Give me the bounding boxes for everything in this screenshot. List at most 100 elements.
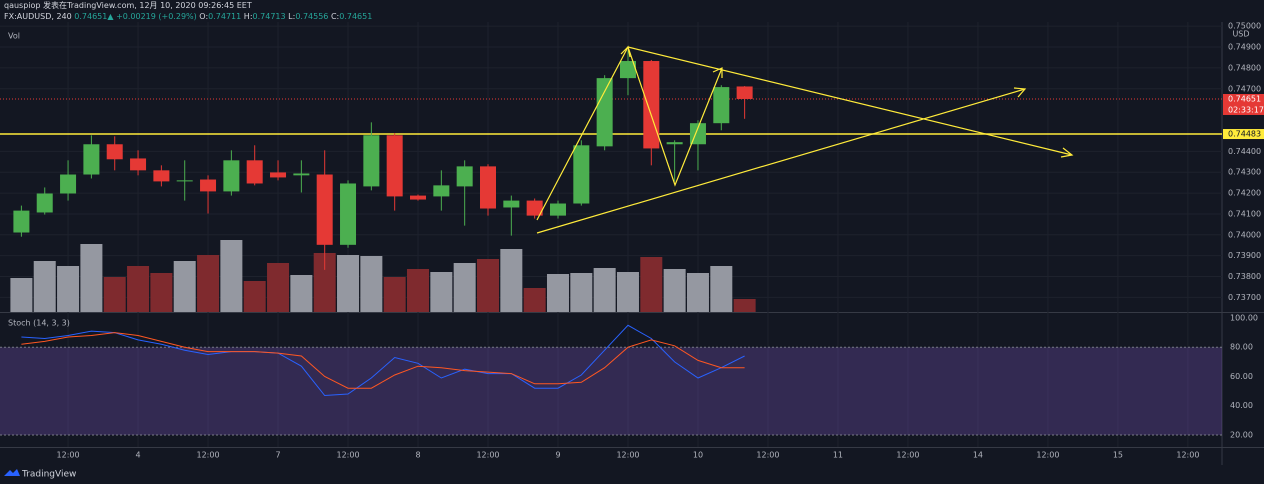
y-tick-label: 0.74000 <box>1228 230 1261 239</box>
candle-body <box>106 144 123 160</box>
volume-bar <box>57 266 80 312</box>
volume-bar <box>523 288 546 312</box>
candle-body <box>433 185 450 197</box>
candle-body <box>573 145 590 204</box>
volume-bar <box>407 269 430 312</box>
candle-body <box>503 200 520 208</box>
volume-bar <box>360 256 383 312</box>
x-tick-label: 12:00 <box>756 451 779 460</box>
volume-bar <box>616 272 639 312</box>
candle-body <box>83 144 100 175</box>
candle-body <box>340 183 357 245</box>
volume-bar <box>173 261 196 312</box>
volume-bar <box>127 266 150 312</box>
logo-text[interactable]: TradingView <box>21 470 76 480</box>
volume-bar <box>33 261 56 312</box>
trend-line <box>536 88 1026 234</box>
y-tick-label: 80.00 <box>1230 343 1253 352</box>
volume-bar <box>80 244 103 312</box>
candle-body <box>176 180 193 182</box>
volume-label: Vol <box>8 32 20 41</box>
candle-body <box>736 86 753 99</box>
last-price-label: 0.74651 <box>1228 94 1261 103</box>
hline-label: 0.74483 <box>1228 130 1261 139</box>
volume-bar <box>103 277 126 312</box>
volume-bar <box>570 273 593 312</box>
candle-body <box>666 142 683 145</box>
y-tick-label: 40.00 <box>1230 401 1253 410</box>
volume-bar <box>267 263 290 312</box>
x-tick-label: 7 <box>275 451 280 460</box>
author: qauspiop 发表在TradingView.com, 12月 10, 202… <box>4 1 252 10</box>
band <box>0 347 1222 436</box>
candle-body <box>60 174 77 194</box>
x-tick-label: 9 <box>555 451 560 460</box>
arrow: ▲ <box>107 12 114 21</box>
arrow-head <box>1060 147 1074 158</box>
last-price-box <box>1223 93 1264 115</box>
candle-body <box>246 160 263 184</box>
volume-bar <box>220 240 243 312</box>
volume-bar <box>290 275 313 312</box>
y-tick-label: 0.74200 <box>1228 189 1261 198</box>
currency: USD <box>1232 30 1249 39</box>
candle-body <box>456 166 473 187</box>
x-tick-label: 10 <box>693 451 703 460</box>
h-label: H: <box>243 12 253 21</box>
y-tick-label: 0.75000 <box>1228 22 1261 31</box>
low: 0.74556 <box>295 12 329 21</box>
candle-body <box>130 158 147 171</box>
candle-body <box>549 203 566 216</box>
candle-body <box>223 160 240 192</box>
arrow-head <box>712 67 723 78</box>
labels: 0.75000 0.74900 0.74800 0.74700 0.74400 0.743… <box>57 22 1264 460</box>
volume-bar <box>197 255 220 312</box>
candle-body <box>619 61 636 79</box>
stoch-line <box>21 324 745 397</box>
y-tick-label: 0.74300 <box>1228 168 1261 177</box>
y-tick-label: 0.73800 <box>1228 272 1261 281</box>
y-tick-label: 0.74100 <box>1228 209 1261 218</box>
candle-body <box>386 135 403 197</box>
candle-body <box>316 174 333 245</box>
symbol: FX:AUDUSD, 240 <box>4 12 72 21</box>
x-tick-label: 12:00 <box>616 451 639 460</box>
candle-body <box>480 166 496 209</box>
x-tick-label: 11 <box>833 451 843 460</box>
x-tick-label: 12:00 <box>1176 451 1199 460</box>
zigzag-drawing <box>536 45 723 221</box>
volume-bar <box>546 274 569 312</box>
volume-bar <box>313 253 336 312</box>
stoch-line <box>21 332 745 389</box>
volume-bar <box>10 278 33 312</box>
volume-bar <box>733 299 756 312</box>
candle-body <box>410 195 427 200</box>
countdown-label: 02:33:17 <box>1228 105 1264 114</box>
volume-bar <box>500 249 523 312</box>
volume-bar <box>640 257 663 312</box>
candle-body <box>596 78 613 147</box>
y-tick-label: 0.74900 <box>1228 43 1261 52</box>
price: 0.74651 <box>74 12 108 21</box>
volume-bar <box>686 273 709 312</box>
change: +0.00219 (+0.29%) <box>116 12 197 21</box>
x-tick-label: 14 <box>973 451 983 460</box>
candle-body <box>13 210 30 233</box>
volume-bar <box>663 269 686 312</box>
volume-bar <box>453 263 476 312</box>
x-tick-label: 12:00 <box>896 451 919 460</box>
o-label: O: <box>199 12 209 21</box>
volume-bar <box>593 268 616 312</box>
candle-body <box>643 61 660 149</box>
candle-body <box>293 173 310 176</box>
high: 0.74713 <box>252 12 286 21</box>
volume-bar <box>430 272 453 312</box>
x-tick-label: 12:00 <box>197 451 220 460</box>
candle-body <box>36 193 53 213</box>
candle-body <box>153 170 170 182</box>
l-label: L: <box>288 12 296 21</box>
y-tick-label: 0.74400 <box>1228 147 1261 156</box>
y-tick-label: 20.00 <box>1230 431 1253 440</box>
